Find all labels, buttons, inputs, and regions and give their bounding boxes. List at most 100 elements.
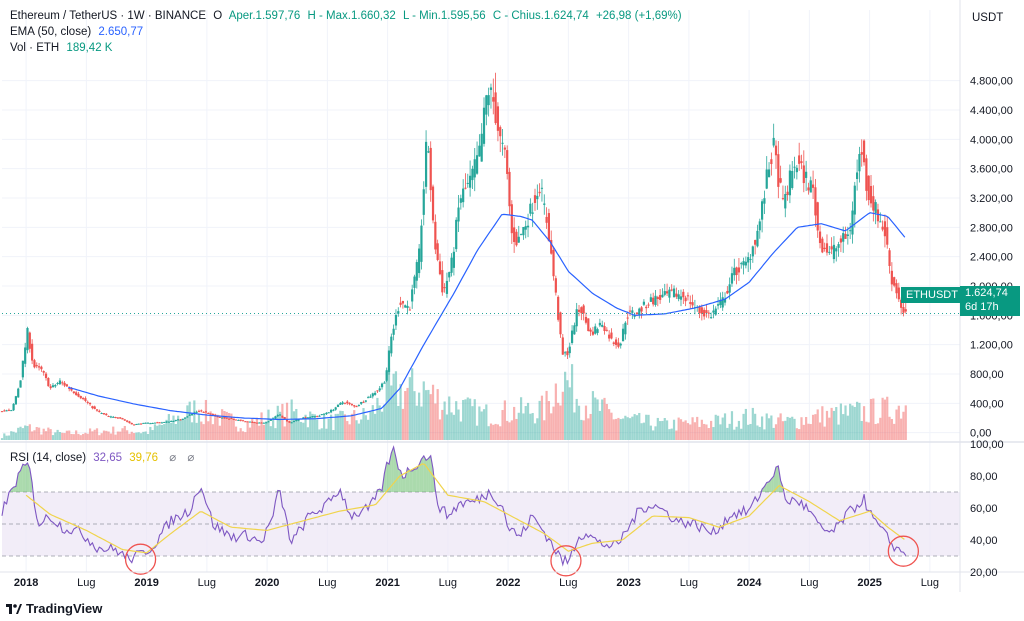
candle-body [75,392,78,395]
candle-body [496,106,500,131]
ema-legend[interactable]: EMA (50, close) 2.650,77 [10,26,147,38]
volume-bar [564,371,567,440]
volume-bar [686,423,690,440]
volume-bar [487,426,490,440]
volume-legend[interactable]: Vol · ETH 189,42 K [10,42,116,54]
volume-bar [473,399,476,440]
volume-bar [288,421,291,440]
volume-bar [179,420,182,440]
volume-bar [876,423,880,440]
rsi-smoothing-icon[interactable]: ⌀ [187,452,195,464]
brand-name: TradingView [26,601,103,616]
candle-body [587,318,590,332]
candle-body [828,251,831,253]
candle-body [295,419,298,421]
rsi-overbought-fill [384,462,387,492]
volume-bar [318,429,321,440]
symbol-name[interactable]: Ethereum / TetherUS · 1W · BINANCE [10,10,206,22]
candle-body [418,248,421,274]
volume-bar [309,411,312,440]
candle-body [853,185,856,215]
ema-line [68,212,906,421]
candle-body [19,380,22,388]
tradingview-icon [6,603,22,614]
volume-bar [733,429,736,440]
candle-body [538,191,541,194]
candle-body [327,412,330,414]
volume-bar [7,435,11,440]
candle-body [570,330,574,343]
high-value: H - Max.1.660,32 [307,10,396,22]
rsi-legend[interactable]: RSI (14, close) 32,65 39,76 ⌀ ⌀ [10,450,198,464]
volume-bar [221,409,224,440]
candle-body [362,401,365,403]
volume-bar [56,429,59,440]
volume-bar [202,424,205,440]
volume-bar [204,399,208,440]
volume-bar [767,418,771,440]
volume-bar [869,398,873,440]
candle-body [849,230,852,232]
volume-bar [3,433,6,440]
candle-body [457,207,460,222]
volume-bar [900,418,903,440]
candle-body [427,151,430,153]
candle-body [186,416,189,418]
candle-body [304,417,307,419]
candle-body [786,191,789,195]
volume-bar [589,413,592,440]
volume-bar [355,420,358,440]
volume-bar [749,423,752,440]
volume-bar [26,425,29,440]
volume-bar [357,423,360,440]
volume-bar [506,420,509,440]
candle-body [167,421,170,423]
volume-bar [531,413,534,440]
candle-body [334,407,337,410]
volume-bar [149,426,152,440]
volume-bar [802,424,805,440]
volume-bar [469,398,472,440]
volume-bar [517,412,520,440]
annotation-circle [887,535,920,567]
volume-bar [798,429,801,440]
volume-bar [698,426,701,440]
candle-body [56,383,59,385]
volume-bar [582,420,585,440]
candle-body [754,240,757,245]
rsi-overbought-fill [428,455,431,492]
candle-body [631,310,634,313]
candle-body [109,416,113,418]
candle-body [244,421,247,423]
volume-bar [123,425,126,440]
candle-body [638,308,641,316]
rsi-tick-label: 40,00 [970,535,998,547]
candle-body [469,175,472,188]
volume-bar [269,426,272,440]
candle-body [767,169,771,178]
volume-bar [17,427,20,440]
candle-body [529,203,532,214]
candle-body [665,291,669,294]
volume-bar [501,410,504,440]
candle-body [728,284,731,293]
candle-body [431,186,435,221]
tradingview-logo[interactable]: TradingView [6,601,102,616]
volume-bar [499,426,502,440]
candle-body [705,310,708,314]
rsi-overbought-fill [421,455,424,492]
candle-body [292,420,296,422]
volume-bar [151,430,154,440]
volume-bar [49,429,52,440]
rsi-setting-icon[interactable]: ⌀ [169,452,177,464]
volume-bar [88,428,92,440]
candle-body [610,332,613,339]
volume-bar [137,432,140,440]
candle-body [550,239,553,254]
volume-bar [770,415,773,440]
rsi-overbought-fill [423,455,427,492]
candle-body [188,414,191,416]
volume-bar [228,413,231,440]
volume-bar [244,432,247,440]
